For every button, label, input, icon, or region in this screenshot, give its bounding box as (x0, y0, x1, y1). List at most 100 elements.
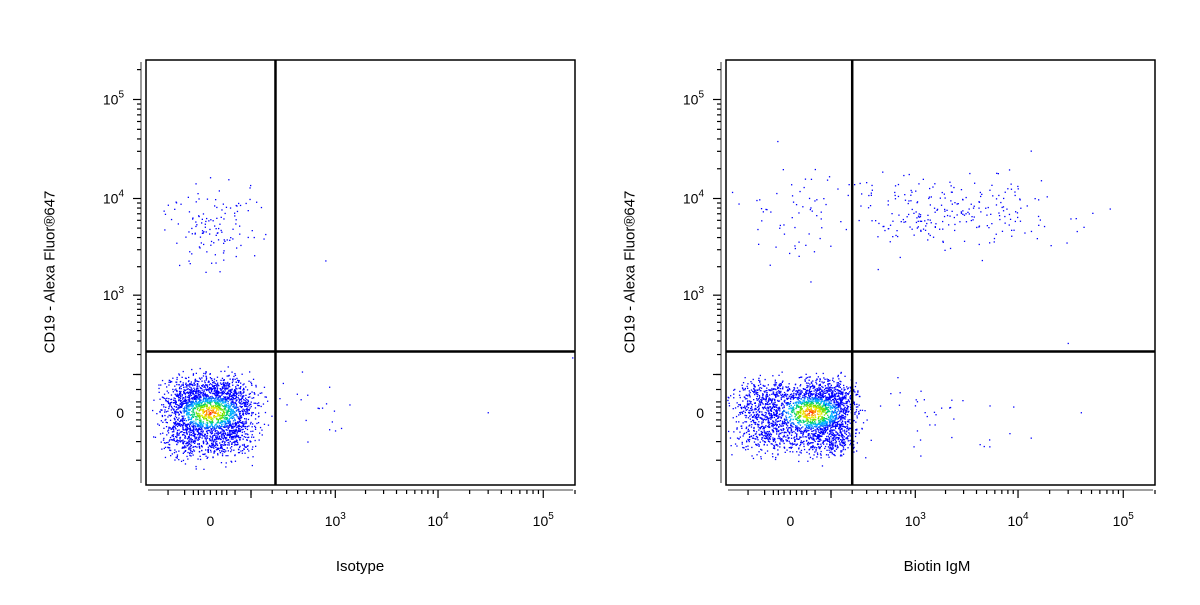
event-dot (203, 469, 204, 470)
event-dot (226, 462, 227, 463)
event-dot (838, 375, 839, 376)
event-dot (182, 426, 183, 427)
event-dot (188, 419, 189, 420)
event-dot (761, 439, 762, 440)
event-dot (790, 414, 791, 415)
event-dot (183, 371, 184, 372)
event-dot (180, 204, 181, 205)
event-dot (815, 380, 816, 381)
event-dot (208, 398, 209, 399)
event-dot (843, 426, 844, 427)
event-dot (239, 414, 240, 415)
event-dot (225, 382, 226, 383)
event-dot (825, 429, 826, 430)
event-dot (815, 433, 816, 434)
event-dot (201, 450, 202, 451)
event-dot (230, 430, 231, 431)
event-dot (769, 403, 770, 404)
event-dot (775, 380, 776, 381)
event-dot (194, 407, 195, 408)
event-dot (835, 445, 836, 446)
event-dot (791, 422, 792, 423)
event-dot (211, 263, 212, 264)
event-dot (247, 437, 248, 438)
event-dot (183, 453, 184, 454)
event-dot (223, 417, 224, 418)
event-dot (194, 396, 195, 397)
event-dot (212, 406, 213, 407)
event-dot (206, 378, 207, 379)
event-dot (205, 401, 206, 402)
event-dot (205, 371, 206, 372)
event-dot (196, 393, 197, 394)
event-dot (830, 390, 831, 391)
event-dot (246, 426, 247, 427)
event-dot (265, 234, 266, 235)
event-dot (236, 399, 237, 400)
event-dot (237, 211, 238, 212)
event-dot (218, 415, 219, 416)
event-dot (227, 403, 228, 404)
event-dot (221, 415, 222, 416)
event-dot (224, 418, 225, 419)
event-dot (176, 451, 177, 452)
event-dot (815, 425, 816, 426)
event-dot (764, 406, 765, 407)
event-dot (765, 404, 766, 405)
event-dot (234, 389, 235, 390)
event-dot (756, 454, 757, 455)
event-dot (758, 451, 759, 452)
event-dot (166, 426, 167, 427)
event-dot (216, 430, 217, 431)
event-dot (859, 405, 860, 406)
event-dot (217, 401, 218, 402)
event-dot (772, 437, 773, 438)
event-dot (245, 437, 246, 438)
event-dot (810, 376, 811, 377)
event-dot (784, 423, 785, 424)
event-dot (743, 435, 744, 436)
event-dot (205, 387, 206, 388)
events-group (152, 177, 573, 470)
event-dot (166, 442, 167, 443)
event-dot (218, 410, 219, 411)
event-dot (247, 400, 248, 401)
event-dot (240, 395, 241, 396)
event-dot (739, 395, 740, 396)
event-dot (215, 430, 216, 431)
event-dot (204, 398, 205, 399)
event-dot (187, 406, 188, 407)
event-dot (233, 412, 234, 413)
event-dot (809, 453, 810, 454)
event-dot (761, 423, 762, 424)
event-dot (201, 424, 202, 425)
event-dot (219, 190, 220, 191)
event-dot (784, 435, 785, 436)
event-dot (244, 446, 245, 447)
event-dot (211, 384, 212, 385)
event-dot (837, 386, 838, 387)
event-dot (210, 436, 211, 437)
event-dot (833, 422, 834, 423)
event-dot (201, 429, 202, 430)
event-dot (225, 466, 226, 467)
event-dot (218, 433, 219, 434)
event-dot (160, 409, 161, 410)
event-dot (196, 438, 197, 439)
event-dot (223, 385, 224, 386)
event-dot (774, 409, 775, 410)
event-dot (186, 420, 187, 421)
event-dot (195, 401, 196, 402)
event-dot (240, 406, 241, 407)
event-dot (219, 414, 220, 415)
event-dot (226, 412, 227, 413)
event-dot (770, 399, 771, 400)
event-dot (825, 446, 826, 447)
event-dot (178, 405, 179, 406)
event-dot (211, 406, 212, 407)
event-dot (817, 443, 818, 444)
event-dot (779, 410, 780, 411)
event-dot (818, 418, 819, 419)
event-dot (193, 446, 194, 447)
event-dot (797, 397, 798, 398)
